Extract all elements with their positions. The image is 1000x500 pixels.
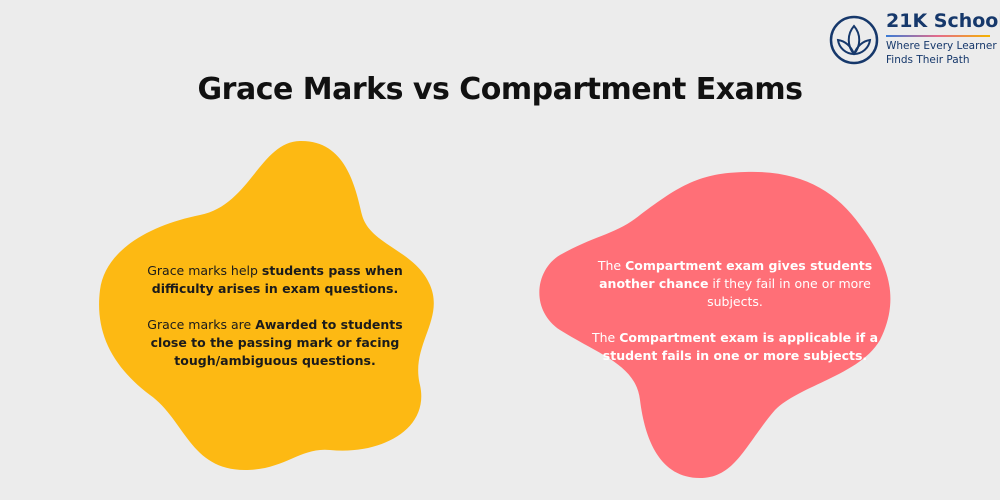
- text-bold: Compartment exam is applicable if a stud…: [602, 330, 879, 363]
- lotus-icon: [829, 15, 879, 65]
- text: Grace marks are: [147, 317, 256, 332]
- text: Grace marks help: [147, 263, 262, 278]
- tagline-line-2: Finds Their Path: [886, 54, 970, 66]
- text-bold: students pass when difficulty arises in …: [151, 263, 403, 296]
- text-bold: Awarded to students close to the passing…: [150, 317, 403, 368]
- grace-marks-blob: [99, 140, 434, 470]
- compartment-blob: [539, 171, 891, 478]
- school-logo: 21K School Where Every Learner Finds The…: [828, 10, 1000, 70]
- compartment-text: The Compartment exam gives students anot…: [590, 257, 880, 383]
- page-title: Grace Marks vs Compartment Exams: [197, 72, 803, 107]
- grace-paragraph-1: Grace marks help students pass when diff…: [135, 262, 415, 298]
- tagline-line-1: Where Every Learner: [886, 40, 997, 52]
- text: if they fail in one or more subjects.: [707, 276, 871, 309]
- logo-gradient-bar: [886, 35, 990, 37]
- text-bold: Compartment exam gives students another …: [599, 258, 873, 291]
- grace-marks-text: Grace marks help students pass when diff…: [135, 262, 415, 388]
- compartment-paragraph-2: The Compartment exam is applicable if a …: [590, 329, 880, 365]
- grace-paragraph-2: Grace marks are Awarded to students clos…: [135, 316, 415, 370]
- text: The: [597, 258, 626, 273]
- compartment-paragraph-1: The Compartment exam gives students anot…: [590, 257, 880, 311]
- logo-name: 21K School: [886, 10, 1000, 32]
- logo-tagline: Where Every Learner Finds Their Path: [886, 39, 997, 67]
- text: The: [591, 330, 620, 345]
